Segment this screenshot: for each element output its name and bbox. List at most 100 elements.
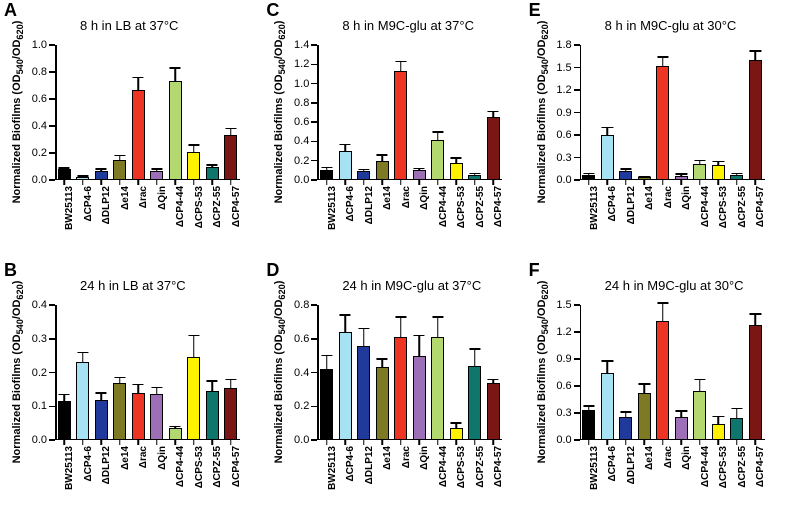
y-tick-label: 1.2: [556, 84, 571, 96]
bar: [376, 367, 389, 440]
errorbar-cap: [96, 392, 107, 394]
bar: [450, 428, 463, 440]
errorbar-cap: [414, 335, 425, 337]
bar-slot: ΔCP4-6: [74, 305, 93, 440]
x-tick: [101, 180, 103, 185]
y-tick-label: 1.2: [556, 326, 571, 338]
bars-container: BW25113ΔCP4-6ΔDLP12Δe14ΔracΔQinΔCP4-44ΔC…: [55, 305, 240, 440]
panel-letter: E: [529, 0, 541, 21]
errorbar-cap: [170, 426, 181, 428]
bar: [206, 391, 219, 440]
errorbar-line: [64, 394, 66, 401]
errorbar-line: [344, 144, 346, 151]
y-tick-label: 0.4: [294, 135, 309, 147]
errorbar-cap: [207, 380, 218, 382]
bar-slot: ΔCPZ-55: [728, 305, 747, 440]
x-tick: [82, 180, 84, 185]
errorbar-line: [755, 314, 757, 325]
bar-slot: Δe14: [373, 305, 392, 440]
y-tick-label: 1.2: [294, 58, 309, 70]
panel-title: 8 h in LB at 37°C: [80, 18, 178, 33]
bar: [394, 71, 407, 180]
errorbar-cap: [451, 422, 462, 424]
x-tick: [625, 180, 627, 185]
errorbar-cap: [639, 176, 650, 178]
x-tick-label: ΔCP4-44: [700, 186, 711, 227]
errorbar-cap: [583, 405, 594, 407]
bar: [187, 152, 200, 180]
x-tick-label: ΔCP4-6: [83, 446, 94, 482]
bar: [601, 135, 614, 180]
x-tick: [455, 180, 457, 185]
errorbar-line: [681, 411, 683, 416]
bar: [150, 394, 163, 440]
x-tick-label: ΔCP4-44: [438, 446, 449, 487]
errorbar-cap: [395, 316, 406, 318]
bar-slot: BW25113: [317, 45, 336, 180]
bar-slot: ΔCPZ-55: [465, 305, 484, 440]
y-tick-label: 0.8: [294, 299, 309, 311]
errorbar-cap: [620, 411, 631, 413]
bar: [95, 171, 108, 180]
panel-title: 8 h in M9C-glu at 30°C: [605, 18, 737, 33]
x-tick: [326, 440, 328, 445]
bar-slot: ΔCP4-57: [222, 305, 241, 440]
x-tick-label: ΔCPZ-55: [475, 446, 486, 488]
x-tick-label: ΔCP4-44: [438, 186, 449, 227]
bar: [468, 366, 481, 440]
x-tick: [437, 180, 439, 185]
errorbar-line: [644, 384, 646, 393]
bar: [320, 369, 333, 440]
y-tick-label: 0.4: [294, 367, 309, 379]
errorbar-line: [662, 303, 664, 321]
errorbar-line: [607, 128, 609, 136]
x-tick-label: ΔDLP12: [101, 186, 112, 224]
errorbar-cap: [620, 168, 631, 170]
bar-slot: ΔDLP12: [92, 45, 111, 180]
bar-slot: BW25113: [580, 45, 599, 180]
bar: [413, 170, 426, 180]
bar: [487, 117, 500, 180]
errorbar-cap: [713, 416, 724, 418]
errorbar-cap: [321, 355, 332, 357]
x-tick-label: ΔQin: [157, 186, 168, 210]
errorbar-cap: [133, 77, 144, 79]
bar: [169, 81, 182, 180]
errorbar-line: [230, 379, 232, 387]
y-axis-label: Normalized Biofilms (OD540/OD620): [11, 21, 25, 204]
errorbar-cap: [657, 302, 668, 304]
bars-container: BW25113ΔCP4-6ΔDLP12Δe14ΔracΔQinΔCP4-44ΔC…: [55, 45, 240, 180]
errorbar-line: [138, 77, 140, 89]
x-tick-label: ΔCPZ-55: [212, 446, 223, 488]
errorbar-cap: [96, 168, 107, 170]
x-tick-label: ΔDLP12: [101, 446, 112, 484]
x-tick: [588, 440, 590, 445]
errorbar-cap: [358, 169, 369, 171]
bar-slot: ΔCP4-44: [428, 45, 447, 180]
panel-title: 24 h in M9C-glu at 37°C: [342, 278, 481, 293]
x-tick: [363, 180, 365, 185]
errorbar-cap: [469, 348, 480, 350]
panel-letter: A: [4, 0, 17, 21]
bar-slot: ΔQin: [410, 45, 429, 180]
bar: [58, 169, 71, 180]
errorbar-line: [437, 317, 439, 337]
y-tick-label: 1.0: [32, 39, 47, 51]
x-tick: [230, 440, 232, 445]
x-tick: [699, 440, 701, 445]
y-tick-label: 1.5: [556, 299, 571, 311]
x-tick: [82, 440, 84, 445]
bar: [376, 161, 389, 180]
bar-slot: Δrac: [391, 305, 410, 440]
x-tick: [455, 440, 457, 445]
x-tick-label: ΔCP4-44: [175, 186, 186, 227]
bar: [113, 160, 126, 180]
x-tick-label: Δe14: [120, 186, 131, 210]
x-tick: [588, 180, 590, 185]
errorbar-cap: [432, 131, 443, 133]
bar: [339, 151, 352, 180]
errorbar-line: [492, 112, 494, 118]
x-tick-label: ΔQin: [419, 446, 430, 470]
x-tick-label: ΔDLP12: [626, 186, 637, 224]
bar: [95, 400, 108, 441]
